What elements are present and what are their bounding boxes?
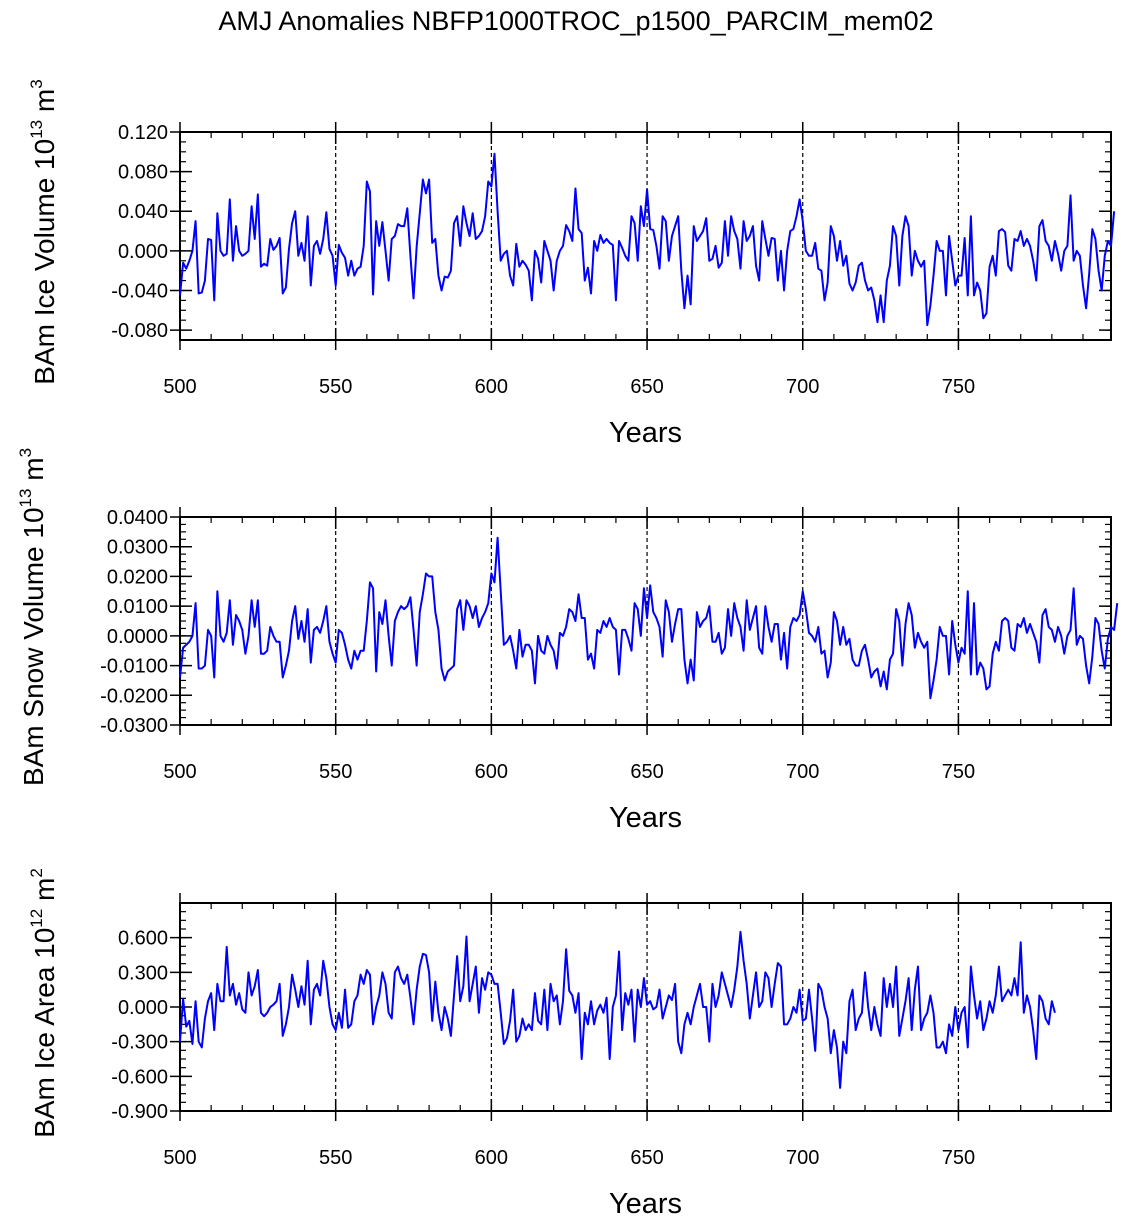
y-axis-label: BAm Snow Volume 1013 m3: [16, 448, 49, 786]
y-axis-label-unit: m: [29, 878, 60, 909]
panel-ice-area: 0.600 0.300 0.000 -0.300 -0.600 -0.900 500 550 6…: [27, 868, 1112, 1220]
x-tick-label: 500: [163, 376, 196, 398]
figure-title: AMJ Anomalies NBFP1000TROC_p1500_PARCIM_…: [218, 6, 933, 36]
x-tick-label: 650: [630, 1147, 663, 1169]
y-tick-label: -0.080: [111, 320, 168, 342]
x-axis-label: Years: [609, 802, 682, 834]
x-axis-label: Years: [609, 417, 682, 449]
y-tick-label: 0.000: [118, 241, 168, 263]
y-tick-label: -0.0200: [100, 685, 168, 707]
panel-snow-volume: 0.0400 0.0300 0.0200 0.0100 0.0000 -0.0100 -0.…: [16, 448, 1119, 834]
y-axis-label-exponent: 13: [16, 489, 35, 508]
x-tick-label: 700: [786, 1147, 819, 1169]
y-axis-label-unit-exponent: 2: [27, 868, 46, 877]
y-tick-label: 0.040: [118, 201, 168, 223]
series-line-snow-volume: [179, 536, 1119, 700]
x-axis-label: Years: [609, 1188, 682, 1220]
plot-frame: [179, 516, 1112, 726]
y-tick-label: 0.0400: [107, 507, 168, 529]
y-tick-label: -0.0300: [100, 715, 168, 737]
y-tick-label: 0.000: [118, 997, 168, 1019]
y-tick-label: -0.900: [111, 1101, 168, 1123]
y-tick-label: 0.0000: [107, 626, 168, 648]
y-axis-label-unit: m: [29, 89, 60, 120]
y-axis-label-exponent: 12: [27, 909, 46, 928]
y-tick-label: 0.0200: [107, 566, 168, 588]
y-tick-label: 0.600: [118, 928, 168, 950]
y-tick-label: -0.040: [111, 280, 168, 302]
series-line-ice-area: [179, 930, 1056, 1089]
x-tick-label: 550: [319, 376, 352, 398]
y-tick-label: -0.600: [111, 1066, 168, 1088]
x-tick-label: 750: [942, 761, 975, 783]
y-axis-label-unit-exponent: 3: [27, 79, 46, 88]
plot-frame: [179, 902, 1112, 1112]
x-tick-label: 700: [786, 376, 819, 398]
x-tick-label: 550: [319, 761, 352, 783]
y-tick-label: 0.0300: [107, 537, 168, 559]
y-tick-label: 0.080: [118, 162, 168, 184]
x-tick-label: 550: [319, 1147, 352, 1169]
y-tick-label: 0.300: [118, 962, 168, 984]
y-tick-label: -0.0100: [100, 656, 168, 678]
x-tick-label: 700: [786, 761, 819, 783]
x-tick-label: 500: [163, 761, 196, 783]
panels: 0.120 0.080 0.040 0.000 -0.040 -0.080 500 550 60…: [16, 79, 1119, 1220]
y-axis-label: BAm Ice Volume 1013 m3: [27, 79, 60, 384]
y-axis-label-exponent: 13: [27, 120, 46, 139]
x-tick-label: 750: [942, 1147, 975, 1169]
x-tick-label: 650: [630, 376, 663, 398]
x-tick-label: 750: [942, 376, 975, 398]
y-axis-label-unit-exponent: 3: [16, 448, 35, 457]
y-tick-label: 0.120: [118, 122, 168, 144]
x-tick-label: 600: [475, 376, 508, 398]
y-axis-label-main: BAm Ice Area 10: [29, 928, 60, 1138]
y-axis-label-main: BAm Ice Volume 10: [29, 139, 60, 385]
x-tick-label: 650: [630, 761, 663, 783]
y-axis-label: BAm Ice Area 1012 m2: [27, 868, 60, 1138]
y-axis-label-main: BAm Snow Volume 10: [18, 507, 49, 786]
y-tick-label: 0.0100: [107, 596, 168, 618]
y-axis-label-unit: m: [18, 457, 49, 488]
panel-ice-volume: 0.120 0.080 0.040 0.000 -0.040 -0.080 500 550 60…: [27, 79, 1116, 449]
x-tick-label: 600: [475, 761, 508, 783]
series-line-ice-volume: [179, 152, 1116, 327]
x-tick-label: 500: [163, 1147, 196, 1169]
x-tick-label: 600: [475, 1147, 508, 1169]
y-tick-label: -0.300: [111, 1032, 168, 1054]
